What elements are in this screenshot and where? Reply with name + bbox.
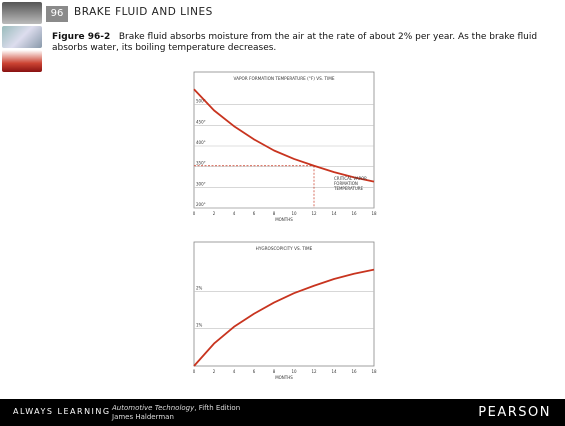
hygroscopicity-chart: HYGROSCOPICITY VS. TIME 1% 2% 0 2 4 6 8 10 12 14 16… (193, 241, 377, 380)
data-line (193, 88, 375, 183)
x-tick-label: 18 (371, 369, 377, 374)
chart-title: VAPOR FORMATION TEMPERATURE (°F) VS. TIM… (234, 76, 335, 81)
annotation-text: TEMPERATURE (333, 186, 364, 191)
x-tick-label: 12 (311, 211, 317, 216)
x-tick-label: 2 (213, 369, 216, 374)
x-tick-label: 6 (253, 211, 256, 216)
x-tick-label: 6 (253, 369, 256, 374)
y-tick-label: 350° (196, 161, 206, 166)
figure-caption: Figure 96-2 Brake fluid absorbs moisture… (52, 32, 552, 54)
data-line (193, 268, 375, 367)
thumbnail-image (2, 2, 42, 24)
y-tick-label: 1% (196, 323, 203, 328)
pearson-logo: PEARSON (478, 405, 551, 420)
thumbnail-image (2, 26, 42, 48)
y-tick-label: 450° (196, 119, 206, 124)
y-tick-label: 500° (196, 99, 206, 104)
book-author: James Halderman (112, 413, 174, 421)
x-tick-label: 12 (311, 369, 317, 374)
x-tick-label: 14 (331, 369, 337, 374)
x-axis-label: MONTHS (275, 217, 293, 222)
annotation-text: FORMATION (334, 181, 358, 186)
footer-tagline: ALWAYS LEARNING (13, 407, 111, 416)
annotation-text: CRITICAL VAPOR (334, 176, 367, 181)
figure-label: Figure 96-2 (52, 32, 111, 42)
header-thumbnails (0, 0, 44, 80)
x-tick-label: 4 (233, 211, 236, 216)
x-tick-label: 0 (193, 211, 196, 216)
x-tick-label: 16 (351, 369, 357, 374)
x-tick-label: 16 (351, 211, 357, 216)
thumbnail-image (2, 50, 42, 72)
x-tick-label: 10 (291, 369, 297, 374)
x-tick-label: 14 (331, 211, 337, 216)
y-tick-label: 200° (196, 202, 206, 207)
y-tick-label: 400° (196, 140, 206, 145)
x-tick-label: 8 (273, 369, 276, 374)
chart-frame (193, 241, 375, 367)
chapter-number: 96 (46, 6, 68, 22)
x-tick-label: 18 (371, 211, 377, 216)
page-title: BRAKE FLUID AND LINES (74, 6, 213, 18)
book-title: Automotive Technology (112, 404, 195, 412)
x-tick-label: 0 (193, 369, 196, 374)
x-tick-label: 4 (233, 369, 236, 374)
x-tick-label: 10 (291, 211, 297, 216)
vapor-temperature-chart: VAPOR FORMATION TEMPERATURE (°F) VS. TIM… (193, 71, 377, 222)
y-tick-label: 300° (196, 181, 206, 186)
book-edition: , Fifth Edition (194, 404, 241, 412)
book-info: Automotive Technology, Fifth Edition Jam… (112, 404, 240, 422)
footer: ALWAYS LEARNING Automotive Technology, F… (0, 399, 565, 426)
chart-title: HYGROSCOPICITY VS. TIME (256, 246, 313, 251)
caption-text: Brake fluid absorbs moisture from the ai… (52, 32, 538, 53)
x-tick-label: 2 (213, 211, 216, 216)
y-tick-label: 2% (196, 285, 203, 290)
x-axis-label: MONTHS (275, 375, 293, 380)
x-tick-label: 8 (273, 211, 276, 216)
